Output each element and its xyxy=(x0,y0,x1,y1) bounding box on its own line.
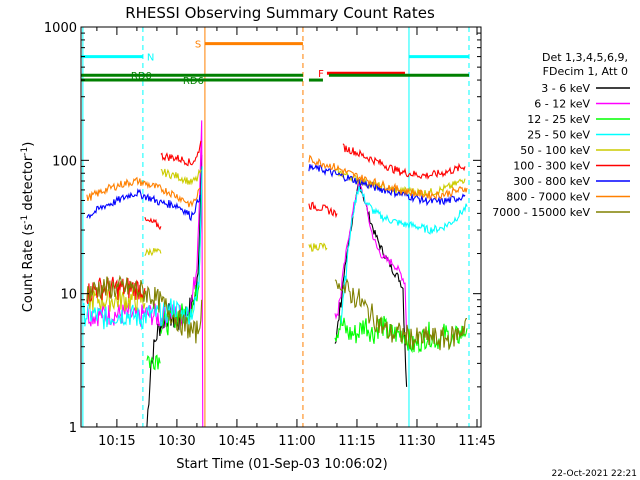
status-bar-label: RD0 xyxy=(131,71,152,82)
x-tick-label: 10:45 xyxy=(218,434,255,449)
plot-area: N S F RD0 RD6 xyxy=(81,27,470,427)
series-line xyxy=(146,354,161,371)
series-line xyxy=(334,179,408,334)
legend-entry: 800 - 7000 keV xyxy=(506,191,590,204)
series-line xyxy=(340,185,468,324)
series-line xyxy=(308,242,328,252)
y-tick-label: 1 xyxy=(69,421,77,436)
x-axis: 10:15 10:30 10:45 11:00 11:15 11:30 11:45 xyxy=(96,27,496,449)
series-line xyxy=(308,201,338,219)
series-line xyxy=(144,217,162,231)
status-bar-label: RD6 xyxy=(183,76,204,87)
legend-entry: 7000 - 15000 keV xyxy=(492,206,590,219)
series-line xyxy=(86,276,146,305)
x-tick-label: 11:15 xyxy=(338,434,375,449)
y-tick-label: 100 xyxy=(52,154,77,169)
x-tick-label: 11:00 xyxy=(278,434,315,449)
y-tick-label: 10 xyxy=(60,288,77,303)
status-bar-label: F xyxy=(318,69,324,80)
timestamp: 22-Oct-2021 22:21 xyxy=(552,469,637,479)
x-tick-label: 11:30 xyxy=(398,434,435,449)
legend-entry: 6 - 12 keV xyxy=(534,98,590,111)
x-tick-label: 10:15 xyxy=(98,434,135,449)
status-bar-label: S xyxy=(195,40,201,51)
legend-entry: 50 - 100 keV xyxy=(520,144,590,157)
series-line xyxy=(86,188,201,222)
y-tick-label: 1000 xyxy=(44,21,77,36)
series-line xyxy=(144,247,162,257)
legend-entry: 300 - 800 keV xyxy=(513,175,590,188)
legend: Det 1,3,4,5,6,9,FDecim 1, Att 0 3 - 6 keV… xyxy=(492,51,630,219)
legend-entry: 3 - 6 keV xyxy=(541,82,590,95)
series-line xyxy=(82,166,203,331)
series-line xyxy=(86,274,203,344)
y-axis: 1 10 100 1000 xyxy=(44,21,481,436)
legend-header: FDecim 1, Att 0 xyxy=(543,65,628,78)
x-tick-label: 10:30 xyxy=(158,434,195,449)
status-bar-label: N xyxy=(147,53,154,64)
series-line xyxy=(308,154,468,201)
chart-title: RHESSI Observing Summary Count Rates xyxy=(125,4,435,22)
legend-entry: 100 - 300 keV xyxy=(513,160,590,173)
plot-frame xyxy=(80,26,482,428)
series-line xyxy=(160,168,202,186)
series-line xyxy=(342,143,466,180)
series-line xyxy=(334,278,468,351)
x-tick-label: 11:45 xyxy=(458,434,495,449)
legend-entry: 25 - 50 keV xyxy=(527,129,590,142)
legend-entry: 12 - 25 keV xyxy=(527,113,590,126)
series-line xyxy=(160,140,202,167)
series-line xyxy=(86,176,201,208)
legend-header: Det 1,3,4,5,6,9, xyxy=(542,51,628,64)
x-axis-label: Start Time (01-Sep-03 10:06:02) xyxy=(176,457,387,472)
y-axis-label: Count Rate (s-1 detector-1) xyxy=(20,142,36,313)
series-line xyxy=(334,179,408,387)
